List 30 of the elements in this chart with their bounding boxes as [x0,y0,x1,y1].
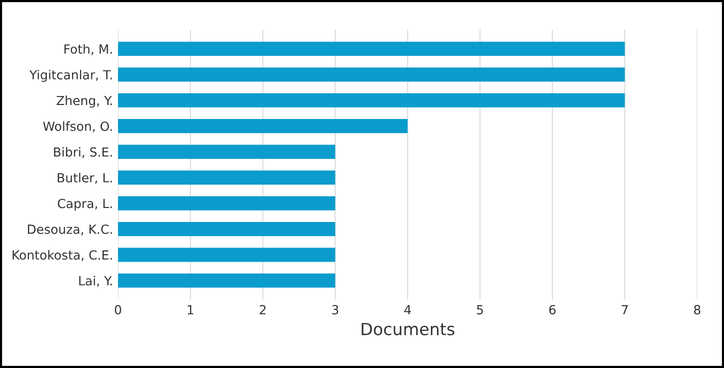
bar [118,118,408,134]
y-tick-label: Kontokosta, C.E. [12,250,112,261]
x-tick-label: 5 [477,305,483,314]
y-tick-label: Capra, L. [58,198,112,211]
bar [118,248,336,262]
x-tick-label: 7 [622,305,628,314]
y-tick-label: Wolfson, O. [43,121,112,132]
y-tick-label: Desouza, K.C. [28,224,112,236]
x-axis-title: Documents [362,322,454,336]
bar [118,93,625,108]
x-tick-label: 6 [549,305,556,314]
bar [118,144,336,159]
y-tick-label: Yigitcanlar, T. [29,70,112,82]
bar [118,67,625,82]
y-tick-label: Zheng, Y. [56,96,112,108]
y-tick-label: Bibri, S.E. [54,147,112,158]
x-tick-label: 3 [332,305,338,314]
bar [118,273,336,288]
x-tick-label: 2 [260,305,266,314]
bar [118,170,336,185]
y-tick-label: Butler, L. [58,172,112,184]
bar [118,196,336,210]
x-tick-label: 1 [188,305,194,314]
bar [118,42,625,56]
bar [118,222,336,236]
x-tick-label: 8 [694,305,700,314]
y-tick-label: Lai, Y. [79,276,112,287]
x-tick-label: 0 [114,305,122,314]
x-tick-label: 4 [404,305,411,314]
y-tick-label: Foth, M. [64,44,112,56]
